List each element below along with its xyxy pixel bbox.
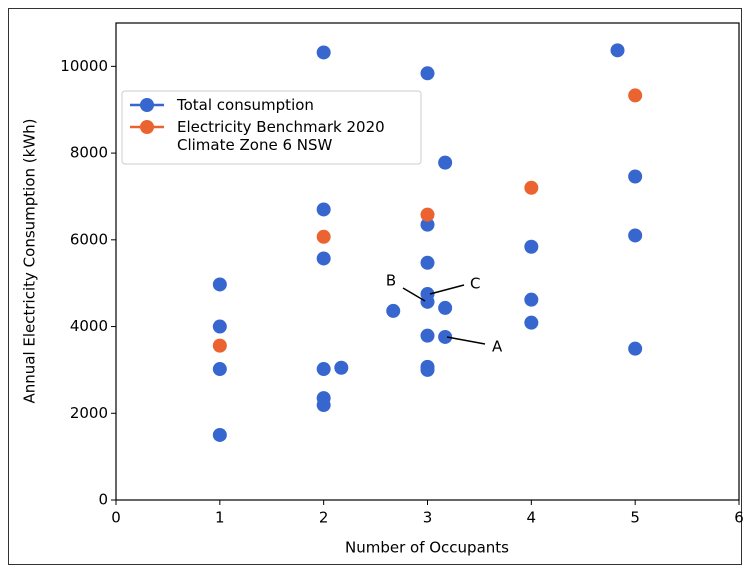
data-point bbox=[628, 169, 643, 184]
y-tick-label: 6000 bbox=[70, 230, 108, 248]
data-point bbox=[316, 45, 331, 60]
x-tick-label: 6 bbox=[734, 509, 744, 527]
y-axis-label: Annual Electricity Consumption (kWh) bbox=[21, 118, 39, 403]
data-point bbox=[524, 315, 539, 330]
data-point bbox=[316, 398, 331, 413]
y-tick-label: 4000 bbox=[70, 317, 108, 335]
annotation-arrow bbox=[429, 284, 465, 295]
data-point bbox=[420, 328, 435, 343]
annotation-arrow bbox=[446, 336, 486, 345]
data-point bbox=[316, 251, 331, 266]
data-point bbox=[628, 228, 643, 243]
y-tick-label: 0 bbox=[98, 491, 108, 509]
data-point bbox=[316, 362, 331, 377]
data-point bbox=[334, 360, 349, 375]
figure-frame bbox=[8, 8, 742, 565]
data-point bbox=[420, 294, 435, 309]
legend-label: Electricity Benchmark 2020 Climate Zone 6… bbox=[177, 118, 385, 154]
data-point bbox=[524, 292, 539, 307]
data-point bbox=[420, 217, 435, 232]
legend-box bbox=[121, 90, 422, 165]
x-tick-label: 4 bbox=[527, 509, 537, 527]
x-tick-label: 0 bbox=[111, 509, 121, 527]
data-point bbox=[212, 338, 227, 353]
y-tick-label: 2000 bbox=[70, 404, 108, 422]
x-tick-label: 1 bbox=[215, 509, 225, 527]
data-point bbox=[438, 300, 453, 315]
data-point bbox=[610, 43, 625, 58]
data-point bbox=[438, 329, 453, 344]
data-point bbox=[212, 319, 227, 334]
data-point bbox=[524, 239, 539, 254]
data-point bbox=[386, 303, 401, 318]
data-point bbox=[212, 277, 227, 292]
data-point bbox=[316, 229, 331, 244]
legend-marker bbox=[140, 120, 154, 134]
annotation: C bbox=[470, 275, 480, 293]
legend-label: Total consumption bbox=[176, 96, 314, 114]
annotation-arrow bbox=[402, 287, 426, 302]
annotation: A bbox=[492, 338, 503, 356]
legend: Total consumption Electricity Benchmark 2… bbox=[121, 90, 422, 165]
data-point bbox=[420, 255, 435, 270]
data-point bbox=[628, 341, 643, 356]
x-tick-label: 3 bbox=[423, 509, 433, 527]
x-axis-label: Number of Occupants bbox=[345, 539, 509, 557]
data-point bbox=[212, 427, 227, 442]
y-tick-label: 10000 bbox=[60, 57, 108, 75]
annotation: B bbox=[386, 272, 396, 290]
data-point bbox=[316, 202, 331, 217]
data-point bbox=[524, 180, 539, 195]
x-tick-label: 5 bbox=[630, 509, 640, 527]
legend-marker bbox=[140, 98, 154, 112]
data-point bbox=[420, 66, 435, 81]
data-point bbox=[212, 362, 227, 377]
x-tick-label: 2 bbox=[319, 509, 329, 527]
data-point bbox=[420, 362, 435, 377]
data-point bbox=[420, 207, 435, 222]
data-point bbox=[628, 88, 643, 103]
y-tick-label: 8000 bbox=[70, 144, 108, 162]
data-point bbox=[438, 155, 453, 170]
